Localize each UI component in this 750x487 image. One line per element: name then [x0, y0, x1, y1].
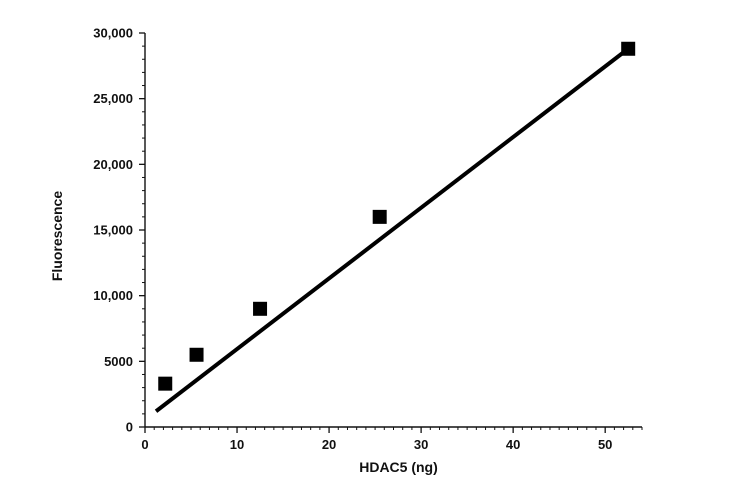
fit-line: [154, 47, 630, 413]
x-tick-label: 20: [322, 437, 336, 452]
data-point-square: [372, 209, 387, 224]
x-tick-label: 30: [414, 437, 428, 452]
y-tick-label: 15,000: [93, 223, 133, 238]
y-tick-label: 10,000: [93, 288, 133, 303]
x-ticks: 0 10 20 30 40 50: [141, 427, 643, 452]
y-tick-label: 5000: [104, 354, 133, 369]
x-axis-title: HDAC5 (ng): [359, 459, 438, 475]
data-point-square: [189, 347, 204, 362]
y-tick-label: 30,000: [93, 26, 133, 41]
plot-area: [154, 41, 636, 413]
y-tick-label: 20,000: [93, 157, 133, 172]
x-tick-label: 10: [230, 437, 244, 452]
axes: 0 5000 10,000 15,000 20,000 25,000 30,000 0 10 2…: [93, 26, 643, 452]
x-tick-label: 40: [506, 437, 520, 452]
y-axis-title: Fluorescence: [49, 191, 65, 281]
data-point-square: [158, 376, 173, 391]
y-tick-label: 25,000: [93, 91, 133, 106]
y-ticks: 0 5000 10,000 15,000 20,000 25,000 30,000: [93, 26, 145, 435]
y-tick-label: 0: [126, 420, 133, 435]
data-point-square: [621, 41, 636, 56]
data-point-square: [253, 301, 268, 316]
x-tick-label: 0: [141, 437, 148, 452]
x-tick-label: 50: [598, 437, 612, 452]
